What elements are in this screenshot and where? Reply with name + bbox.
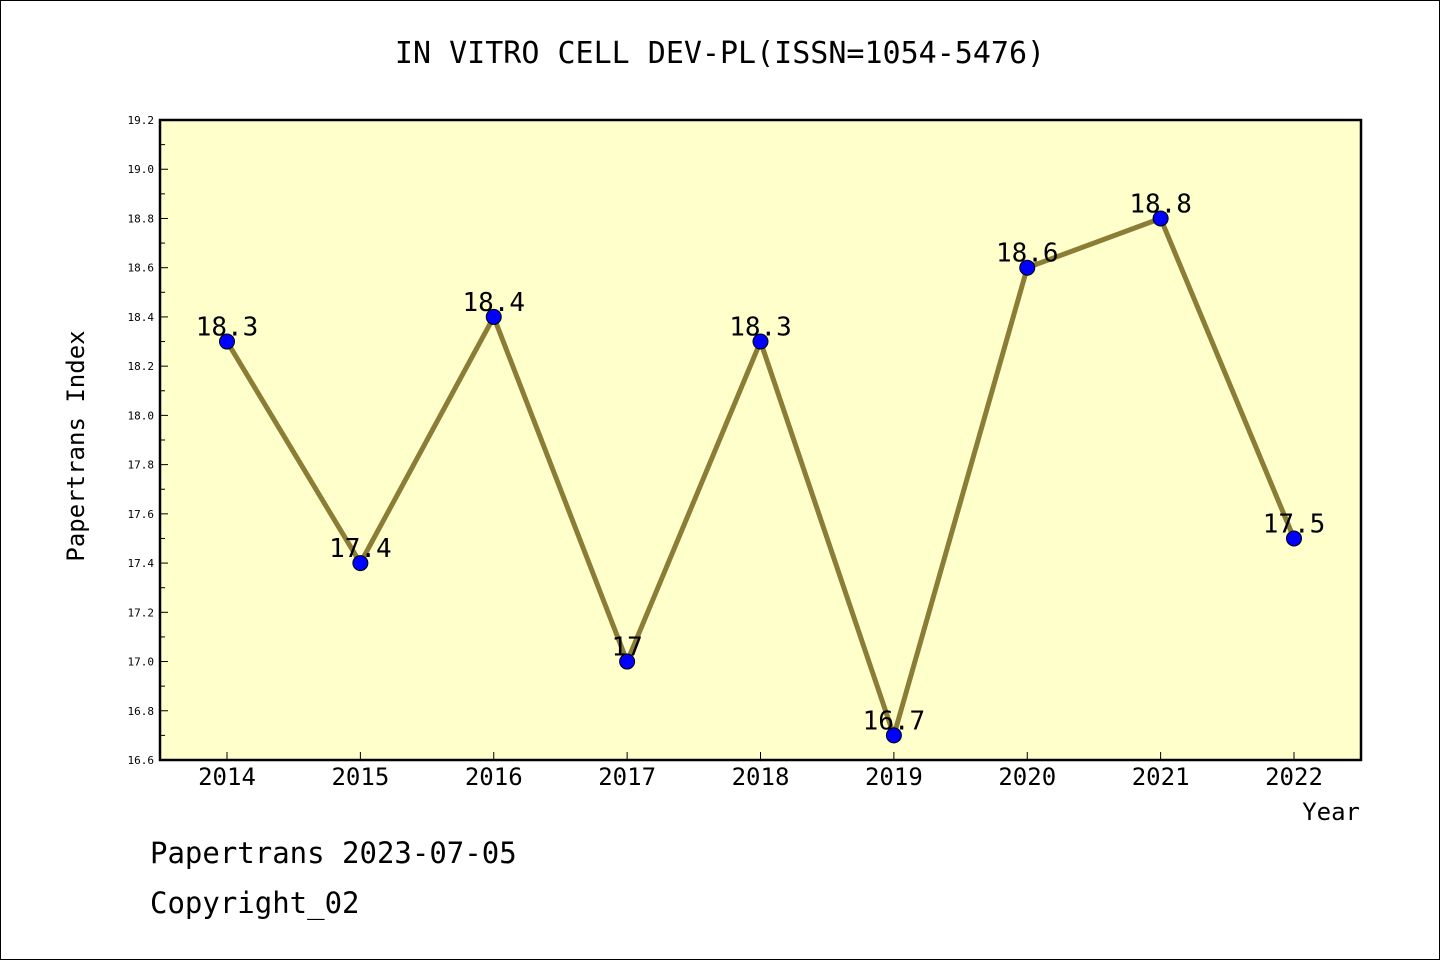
y-tick-label: 17.8 xyxy=(128,459,155,472)
x-tick-label: 2017 xyxy=(598,763,656,791)
x-tick-label: 2018 xyxy=(732,763,790,791)
x-tick-label: 2019 xyxy=(865,763,923,791)
y-tick-label: 17.6 xyxy=(128,508,155,521)
y-axis-label: Papertrans Index xyxy=(62,330,90,561)
x-tick-label: 2015 xyxy=(331,763,389,791)
y-tick-label: 19.0 xyxy=(128,163,155,176)
y-axis-ticks: 16.6 16.8 17.0 17.2 17.4 17.6 17.8 18.0 18.2 18.4… xyxy=(128,114,168,767)
x-axis-ticks: 2014 2015 2016 2017 2018 2019 2020 2021 2022 xyxy=(198,752,1323,791)
data-point-marker xyxy=(485,308,502,325)
y-tick-label: 17.0 xyxy=(128,656,155,669)
data-point-marker xyxy=(885,727,902,744)
y-tick-label: 18.6 xyxy=(128,262,155,275)
x-tick-label: 2022 xyxy=(1265,763,1323,791)
y-tick-label: 16.8 xyxy=(128,705,155,718)
y-tick-label: 18.2 xyxy=(128,360,155,373)
x-tick-label: 2016 xyxy=(465,763,523,791)
plot-area xyxy=(158,118,1363,762)
data-markers xyxy=(219,210,1302,744)
data-point-marker xyxy=(752,333,769,350)
y-tick-label: 18.4 xyxy=(128,311,155,324)
data-point-marker xyxy=(1019,259,1036,276)
footer-copyright: Copyright_02 xyxy=(150,886,360,920)
y-tick-label: 18.8 xyxy=(128,212,155,225)
x-tick-label: 2020 xyxy=(998,763,1056,791)
data-point-marker xyxy=(1152,210,1169,227)
x-tick-label: 2014 xyxy=(198,763,256,791)
data-point-marker xyxy=(352,555,369,572)
data-point-marker xyxy=(619,653,636,670)
y-tick-label: 18.0 xyxy=(128,409,155,422)
y-tick-label: 19.2 xyxy=(128,114,155,127)
data-point-marker xyxy=(1286,530,1302,547)
y-tick-label: 16.6 xyxy=(128,754,155,767)
y-tick-label: 17.4 xyxy=(128,557,155,570)
data-point-marker xyxy=(219,333,235,350)
x-tick-label: 2021 xyxy=(1132,763,1190,791)
footer-generator-date: Papertrans 2023-07-05 xyxy=(150,836,517,870)
y-tick-label: 17.2 xyxy=(128,606,155,619)
chart-title: IN VITRO CELL DEV-PL(ISSN=1054-5476) xyxy=(394,36,1046,71)
x-axis-label: Year xyxy=(1302,798,1360,826)
